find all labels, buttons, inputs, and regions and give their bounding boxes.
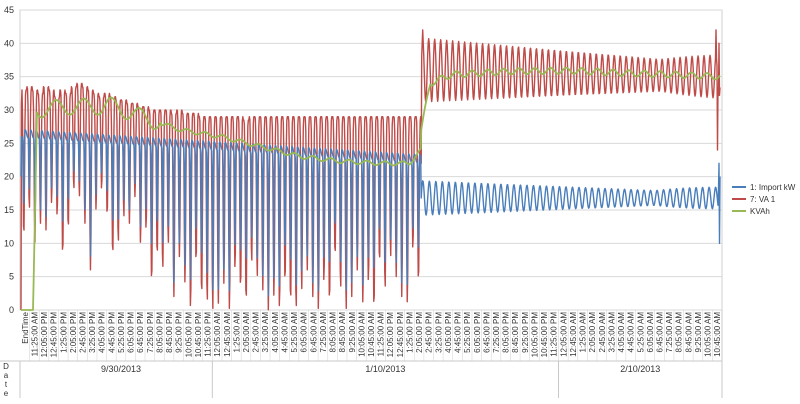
date-axis-title-letter: a xyxy=(4,371,9,380)
x-tick-label: 11:25:00 AM xyxy=(30,312,39,357)
x-tick-label: 2:45:00 PM xyxy=(425,312,434,353)
legend-entry: 7: VA 1 xyxy=(750,195,776,204)
x-tick-label: 2:05:00 AM xyxy=(242,312,251,353)
x-tick-label: 2:45:00 AM xyxy=(252,312,261,353)
x-tick-label: 11:25:00 PM xyxy=(550,312,559,357)
x-tick-label: 9:25:00 AM xyxy=(348,312,357,353)
x-tick-label: 4:45:00 PM xyxy=(454,312,463,353)
x-tick-label: 10:05:00 PM xyxy=(530,312,539,358)
x-tick-label: 8:45:00 PM xyxy=(165,312,174,353)
date-group-label: 1/10/2013 xyxy=(365,364,405,374)
x-tick-label: 10:05:00 PM xyxy=(184,312,193,358)
x-tick-label: 11:25:00 AM xyxy=(377,312,386,357)
x-tick-label: 10:45:00 AM xyxy=(367,312,376,357)
x-tick-label: 5:25:00 PM xyxy=(463,312,472,353)
x-tick-label: 7:25:00 PM xyxy=(492,312,501,353)
x-tick-label: 6:45:00 PM xyxy=(482,312,491,353)
y-tick-label: 15 xyxy=(4,205,14,215)
x-tick-label: 2:05:00 PM xyxy=(415,312,424,353)
series-line-2 xyxy=(20,29,721,311)
x-tick-label: 12:05:00 AM xyxy=(559,312,568,357)
y-tick-label: 0 xyxy=(9,305,14,315)
x-tick-label: 12:45:00 AM xyxy=(223,312,232,357)
date-group-label: 9/30/2013 xyxy=(101,364,141,374)
x-tick-label: 12:45:00 PM xyxy=(396,312,405,358)
x-tick-label: 7:25:00 PM xyxy=(146,312,155,353)
x-tick-label: 4:05:00 PM xyxy=(444,312,453,353)
x-tick-label: 7:25:00 AM xyxy=(665,312,674,353)
x-tick-label: 4:05:00 AM xyxy=(617,312,626,353)
x-tick-label: 3:25:00 PM xyxy=(88,312,97,353)
series-line-3 xyxy=(20,66,721,311)
x-tick-label: 2:05:00 PM xyxy=(69,312,78,353)
x-tick-label: 8:45:00 AM xyxy=(338,312,347,353)
y-tick-label: 40 xyxy=(4,38,14,48)
x-tick-label: 8:05:00 AM xyxy=(329,312,338,353)
x-tick-label: 9:25:00 AM xyxy=(694,312,703,353)
y-tick-label: 25 xyxy=(4,138,14,148)
y-tick-label: 35 xyxy=(4,72,14,82)
x-tick-label: 10:05:00 AM xyxy=(357,312,366,357)
x-tick-label: 12:45:00 AM xyxy=(569,312,578,357)
x-tick-label: 8:45:00 AM xyxy=(684,312,693,353)
y-tick-label: 20 xyxy=(4,172,14,182)
x-tick-label: 8:05:00 PM xyxy=(155,312,164,353)
y-tick-label: 10 xyxy=(4,238,14,248)
x-tick-label: 1:25:00 PM xyxy=(59,312,68,353)
x-tick-label: 6:05:00 PM xyxy=(473,312,482,353)
x-tick-label: 4:45:00 PM xyxy=(107,312,116,353)
x-tick-label: 7:25:00 AM xyxy=(319,312,328,353)
x-tick-label: 9:25:00 PM xyxy=(521,312,530,353)
x-tick-label: 3:25:00 PM xyxy=(434,312,443,353)
x-tick-label: 5:25:00 AM xyxy=(290,312,299,353)
y-tick-label: 30 xyxy=(4,105,14,115)
x-tick-label: 5:25:00 PM xyxy=(117,312,126,353)
x-tick-label: 3:25:00 AM xyxy=(607,312,616,353)
x-tick-label: 6:05:00 AM xyxy=(646,312,655,353)
x-tick-label: 4:05:00 PM xyxy=(98,312,107,353)
x-tick-label: 2:05:00 AM xyxy=(588,312,597,353)
x-axis-title: EndTime xyxy=(21,311,30,343)
x-tick-label: 6:05:00 PM xyxy=(127,312,136,353)
x-tick-label: 6:45:00 PM xyxy=(136,312,145,353)
x-tick-label: 4:05:00 AM xyxy=(271,312,280,353)
date-axis-title-letter: D xyxy=(3,362,9,371)
x-tick-label: 6:05:00 AM xyxy=(300,312,309,353)
y-tick-label: 45 xyxy=(4,5,14,15)
series-line-1 xyxy=(20,129,721,297)
x-tick-label: 8:05:00 AM xyxy=(675,312,684,353)
x-tick-label: 12:45:00 PM xyxy=(50,312,59,358)
x-tick-label: 10:05:00 AM xyxy=(704,312,713,357)
x-tick-label: 2:45:00 PM xyxy=(79,312,88,353)
x-tick-label: 1:25:00 AM xyxy=(579,312,588,353)
x-tick-label: 8:05:00 PM xyxy=(502,312,511,353)
x-tick-label: 4:45:00 AM xyxy=(627,312,636,353)
date-axis-title-letter: t xyxy=(5,380,8,389)
x-tick-label: 5:25:00 AM xyxy=(636,312,645,353)
x-tick-label: 12:05:00 PM xyxy=(386,312,395,358)
x-tick-label: 9:25:00 PM xyxy=(175,312,184,353)
x-tick-label: 6:45:00 AM xyxy=(655,312,664,353)
x-tick-label: 12:05:00 AM xyxy=(213,312,222,357)
y-tick-label: 5 xyxy=(9,272,14,282)
x-tick-label: 1:25:00 PM xyxy=(405,312,414,353)
x-tick-label: 11:25:00 PM xyxy=(204,312,213,357)
legend-entry: KVAh xyxy=(750,207,770,216)
date-group-label: 2/10/2013 xyxy=(620,364,660,374)
x-tick-label: 10:45:00 PM xyxy=(540,312,549,358)
x-tick-label: 2:45:00 AM xyxy=(598,312,607,353)
legend-entry: 1: Import kW xyxy=(750,183,796,192)
x-tick-label: 8:45:00 PM xyxy=(511,312,520,353)
x-tick-label: 6:45:00 AM xyxy=(309,312,318,353)
x-tick-label: 1:25:00 AM xyxy=(232,312,241,353)
x-tick-label: 4:45:00 AM xyxy=(280,312,289,353)
x-tick-label: 10:45:00 PM xyxy=(194,312,203,358)
x-tick-label: 3:25:00 AM xyxy=(261,312,270,353)
x-tick-label: 12:05:00 PM xyxy=(40,312,49,358)
date-axis-title-letter: e xyxy=(4,389,9,398)
plot-area xyxy=(19,9,723,311)
x-tick-label: 10:45:00 AM xyxy=(713,312,722,357)
